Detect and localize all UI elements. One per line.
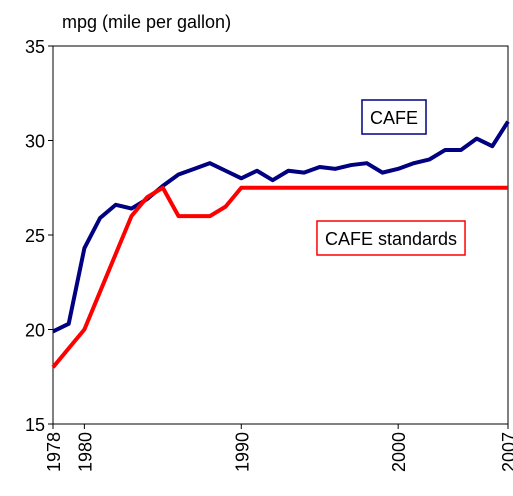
legend-box (316, 220, 466, 256)
line-series (51, 185, 508, 369)
y-tick-label: 25 (25, 226, 45, 246)
line-series (52, 120, 510, 334)
y-tick-label: 20 (25, 321, 45, 341)
x-tick-label: 1980 (75, 432, 95, 472)
x-tick-label: 2007 (499, 432, 513, 472)
x-tick-label: 1978 (44, 432, 64, 472)
y-axis-label: mpg (mile per gallon) (62, 12, 231, 32)
legend-box (361, 99, 427, 135)
legend-label: CAFE (370, 108, 418, 128)
legend-label: CAFE standards (325, 229, 457, 249)
x-tick-label: 2000 (389, 432, 409, 472)
x-tick-label: 1990 (232, 432, 252, 472)
y-tick-label: 15 (25, 415, 45, 435)
y-tick-label: 30 (25, 132, 45, 152)
y-tick-label: 35 (25, 37, 45, 57)
